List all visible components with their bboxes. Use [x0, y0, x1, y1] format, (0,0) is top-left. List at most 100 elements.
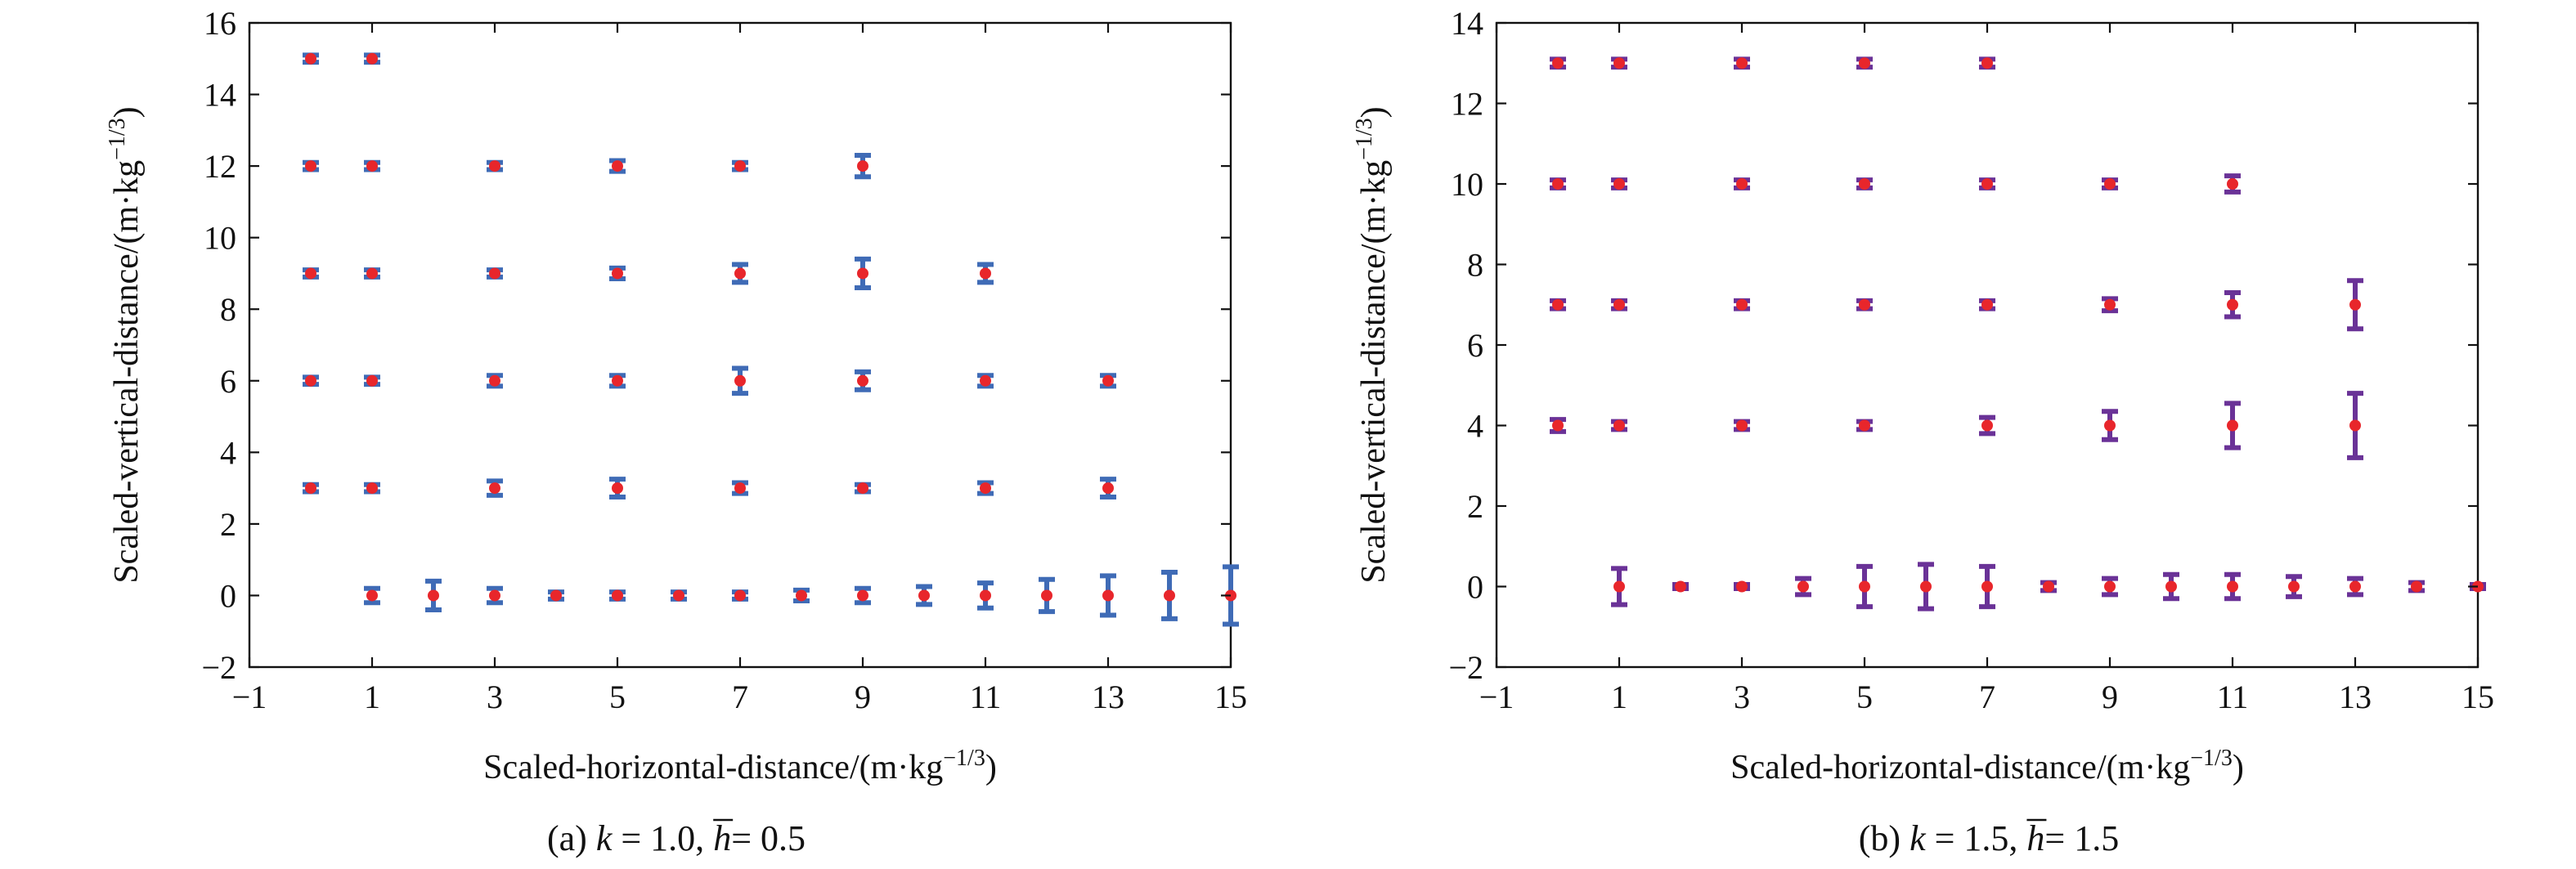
data-marker — [796, 589, 807, 602]
data-marker — [1613, 580, 1625, 593]
data-point — [1161, 569, 1178, 621]
data-point — [977, 373, 994, 389]
data-point — [1100, 477, 1116, 500]
data-point — [2408, 580, 2425, 594]
data-marks — [303, 52, 1239, 627]
data-marker — [980, 482, 991, 495]
data-point — [303, 482, 319, 495]
data-marker — [2104, 419, 2116, 432]
data-marker — [305, 374, 316, 387]
y-tick-label: 10 — [204, 220, 236, 257]
data-point — [2102, 576, 2118, 598]
data-marker — [1552, 178, 1564, 190]
data-point — [1979, 177, 1995, 190]
y-axis-unit-exponent: −1/3 — [1352, 118, 1377, 160]
data-point — [977, 580, 994, 611]
y-tick-label: 8 — [1467, 247, 1483, 284]
data-marker — [918, 589, 930, 602]
data-point — [609, 373, 626, 389]
data-point — [2347, 278, 2363, 332]
data-marker — [489, 374, 500, 387]
data-point — [855, 482, 871, 495]
data-point — [364, 52, 380, 65]
data-point — [671, 589, 687, 602]
data-marker — [1102, 482, 1114, 495]
data-point — [1550, 298, 1566, 311]
data-point — [2347, 576, 2363, 598]
y-tick-label: 0 — [220, 577, 236, 614]
data-point — [487, 478, 503, 498]
data-marker — [734, 374, 746, 387]
data-marker — [980, 374, 991, 387]
data-point — [2163, 571, 2179, 602]
data-point — [1734, 177, 1750, 190]
data-marker — [1552, 298, 1564, 311]
data-point — [2224, 173, 2241, 195]
data-marker — [1920, 580, 1932, 593]
data-point — [855, 256, 871, 290]
data-point — [1734, 580, 1750, 593]
data-point — [487, 585, 503, 606]
data-point — [732, 262, 748, 285]
data-marker — [489, 589, 500, 602]
data-marker — [489, 482, 500, 495]
data-marker — [428, 589, 439, 602]
data-marker — [612, 267, 623, 280]
data-point — [732, 365, 748, 396]
data-point — [1611, 566, 1627, 607]
data-marker — [1102, 589, 1114, 602]
data-marker — [1981, 580, 1993, 593]
data-point — [1611, 419, 1627, 432]
data-marker — [1613, 57, 1625, 69]
x-tick-label: 15 — [1214, 679, 1247, 715]
data-marker — [2349, 419, 2361, 432]
x-tick-label: −1 — [232, 679, 267, 715]
data-marker — [734, 482, 746, 495]
y-tick-label: −2 — [201, 649, 236, 686]
data-marker — [1736, 178, 1748, 190]
data-marker — [2411, 580, 2422, 593]
data-marker — [1859, 57, 1870, 69]
data-marker — [305, 160, 316, 172]
y-tick-label: 2 — [220, 506, 236, 543]
data-marker — [1736, 419, 1748, 432]
data-marker — [857, 160, 868, 172]
data-point — [1550, 417, 1566, 434]
data-point — [732, 480, 748, 496]
data-marks — [1550, 56, 2486, 611]
data-marker — [1859, 178, 1870, 190]
data-marker — [2227, 178, 2238, 190]
data-point — [1856, 56, 1873, 70]
data-marker — [366, 267, 378, 280]
data-point — [487, 159, 503, 172]
y-tick-label: 4 — [220, 434, 236, 471]
data-point — [364, 585, 380, 606]
data-point — [2102, 409, 2118, 442]
data-point — [303, 374, 319, 387]
data-marker — [734, 267, 746, 280]
data-marker — [550, 589, 562, 602]
data-marker — [1797, 580, 1809, 593]
y-tick-label: 2 — [1467, 488, 1483, 525]
data-point — [1979, 563, 1995, 610]
data-marker — [1552, 57, 1564, 69]
data-marker — [305, 52, 316, 65]
x-tick-label: 9 — [855, 679, 871, 715]
x-axis-title: Scaled-horizontal-distance/(m·kg−1/3) — [483, 746, 997, 786]
data-point — [609, 158, 626, 174]
data-marker — [2349, 580, 2361, 593]
data-point — [487, 267, 503, 280]
x-tick-label: 5 — [1856, 679, 1873, 715]
data-point — [1550, 56, 1566, 70]
data-marker — [612, 482, 623, 495]
data-point — [855, 369, 871, 392]
data-point — [1795, 576, 1811, 598]
data-point — [609, 265, 626, 282]
data-marker — [1981, 298, 1993, 311]
data-marker — [366, 52, 378, 65]
data-marker — [1859, 580, 1870, 593]
y-tick-label: 12 — [1451, 86, 1483, 123]
data-point — [1672, 580, 1689, 593]
